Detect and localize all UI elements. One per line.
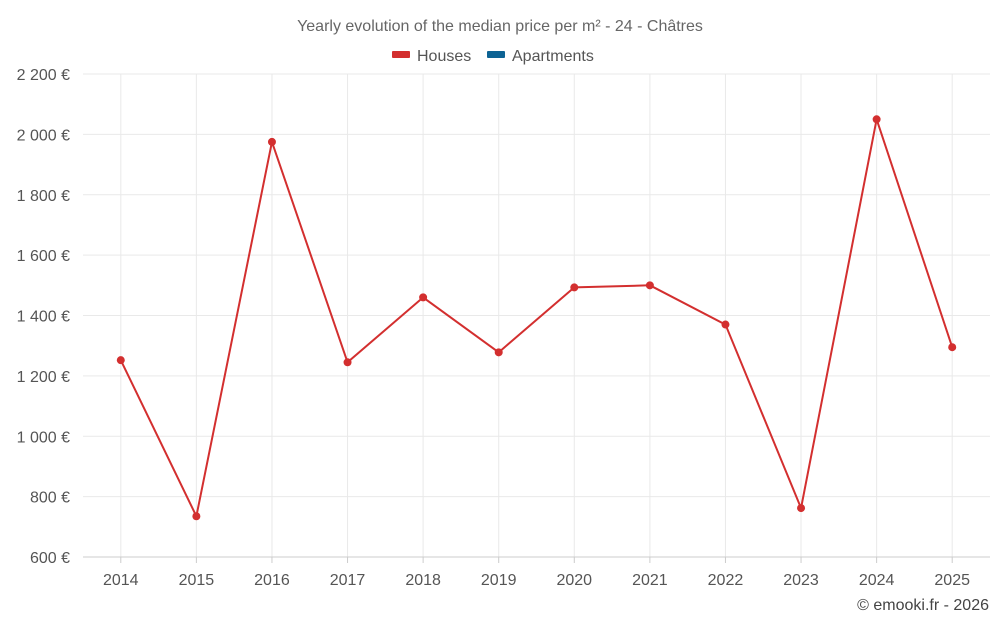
data-point-houses-2017[interactable] <box>343 358 352 367</box>
x-tick-label: 2025 <box>934 572 970 589</box>
legend-swatch-houses <box>392 51 410 58</box>
x-axis: 2014 2015 2016 2017 2018 2019 2020 2021 2022 2023… <box>83 556 990 589</box>
x-tick-label: 2017 <box>330 572 366 589</box>
legend-label-apartments: Apartments <box>512 48 594 65</box>
y-tick-label: 2 000 € <box>17 127 70 144</box>
data-point-houses-2025[interactable] <box>948 343 957 352</box>
x-tick-label: 2024 <box>859 572 895 589</box>
grid <box>83 73 990 557</box>
y-tick-label: 1 000 € <box>17 429 70 446</box>
legend-swatch-apartments <box>487 51 505 58</box>
x-tick-label: 2020 <box>556 572 592 589</box>
y-tick-label: 1 200 € <box>17 369 70 386</box>
data-point-houses-2024[interactable] <box>872 115 881 124</box>
y-axis: 600 € 800 € 1 000 € 1 200 € 1 400 € 1 600 € 1 … <box>17 67 70 567</box>
y-tick-label: 1 600 € <box>17 248 70 265</box>
x-tick-label: 2018 <box>405 572 441 589</box>
legend-label-houses: Houses <box>417 48 471 65</box>
x-tick-label: 2022 <box>708 572 744 589</box>
data-point-houses-2019[interactable] <box>494 348 503 357</box>
y-tick-label: 600 € <box>30 550 70 567</box>
x-tick-label: 2019 <box>481 572 517 589</box>
series-area <box>116 115 957 521</box>
x-tick-label: 2015 <box>179 572 215 589</box>
data-point-houses-2015[interactable] <box>192 512 201 521</box>
y-tick-label: 2 200 € <box>17 67 70 84</box>
data-point-houses-2018[interactable] <box>419 293 428 302</box>
data-point-houses-2021[interactable] <box>645 281 654 290</box>
data-point-houses-2023[interactable] <box>797 504 806 513</box>
data-point-houses-2020[interactable] <box>570 283 579 292</box>
legend: Houses Apartments <box>392 48 594 65</box>
data-point-houses-2014[interactable] <box>116 356 125 365</box>
credit-text: © emooki.fr - 2026 <box>857 597 989 614</box>
legend-item-apartments[interactable]: Apartments <box>487 48 594 65</box>
x-tick-label: 2016 <box>254 572 290 589</box>
x-tick-label: 2014 <box>103 572 139 589</box>
legend-item-houses[interactable]: Houses <box>392 48 471 65</box>
y-tick-label: 1 800 € <box>17 188 70 205</box>
y-tick-label: 800 € <box>30 490 70 507</box>
data-point-houses-2022[interactable] <box>721 320 730 329</box>
y-tick-label: 1 400 € <box>17 309 70 326</box>
x-tick-label: 2023 <box>783 572 819 589</box>
data-point-houses-2016[interactable] <box>267 137 276 146</box>
chart-title: Yearly evolution of the median price per… <box>297 18 703 35</box>
x-tick-label: 2021 <box>632 572 668 589</box>
series-line-houses <box>119 115 954 520</box>
